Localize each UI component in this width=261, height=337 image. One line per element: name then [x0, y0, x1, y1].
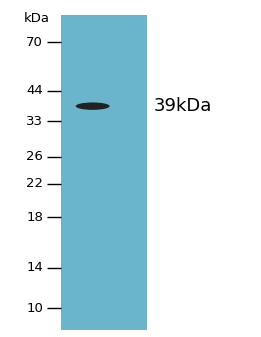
Text: 22: 22 — [26, 177, 43, 190]
Text: 39kDa: 39kDa — [154, 97, 212, 115]
Text: 70: 70 — [26, 36, 43, 49]
Ellipse shape — [76, 102, 110, 110]
Text: 10: 10 — [26, 302, 43, 315]
FancyBboxPatch shape — [61, 15, 147, 330]
Text: 14: 14 — [26, 262, 43, 274]
Text: 18: 18 — [26, 211, 43, 224]
Text: 44: 44 — [26, 85, 43, 97]
Text: 33: 33 — [26, 115, 43, 128]
Text: kDa: kDa — [23, 12, 50, 25]
Text: 26: 26 — [26, 150, 43, 163]
